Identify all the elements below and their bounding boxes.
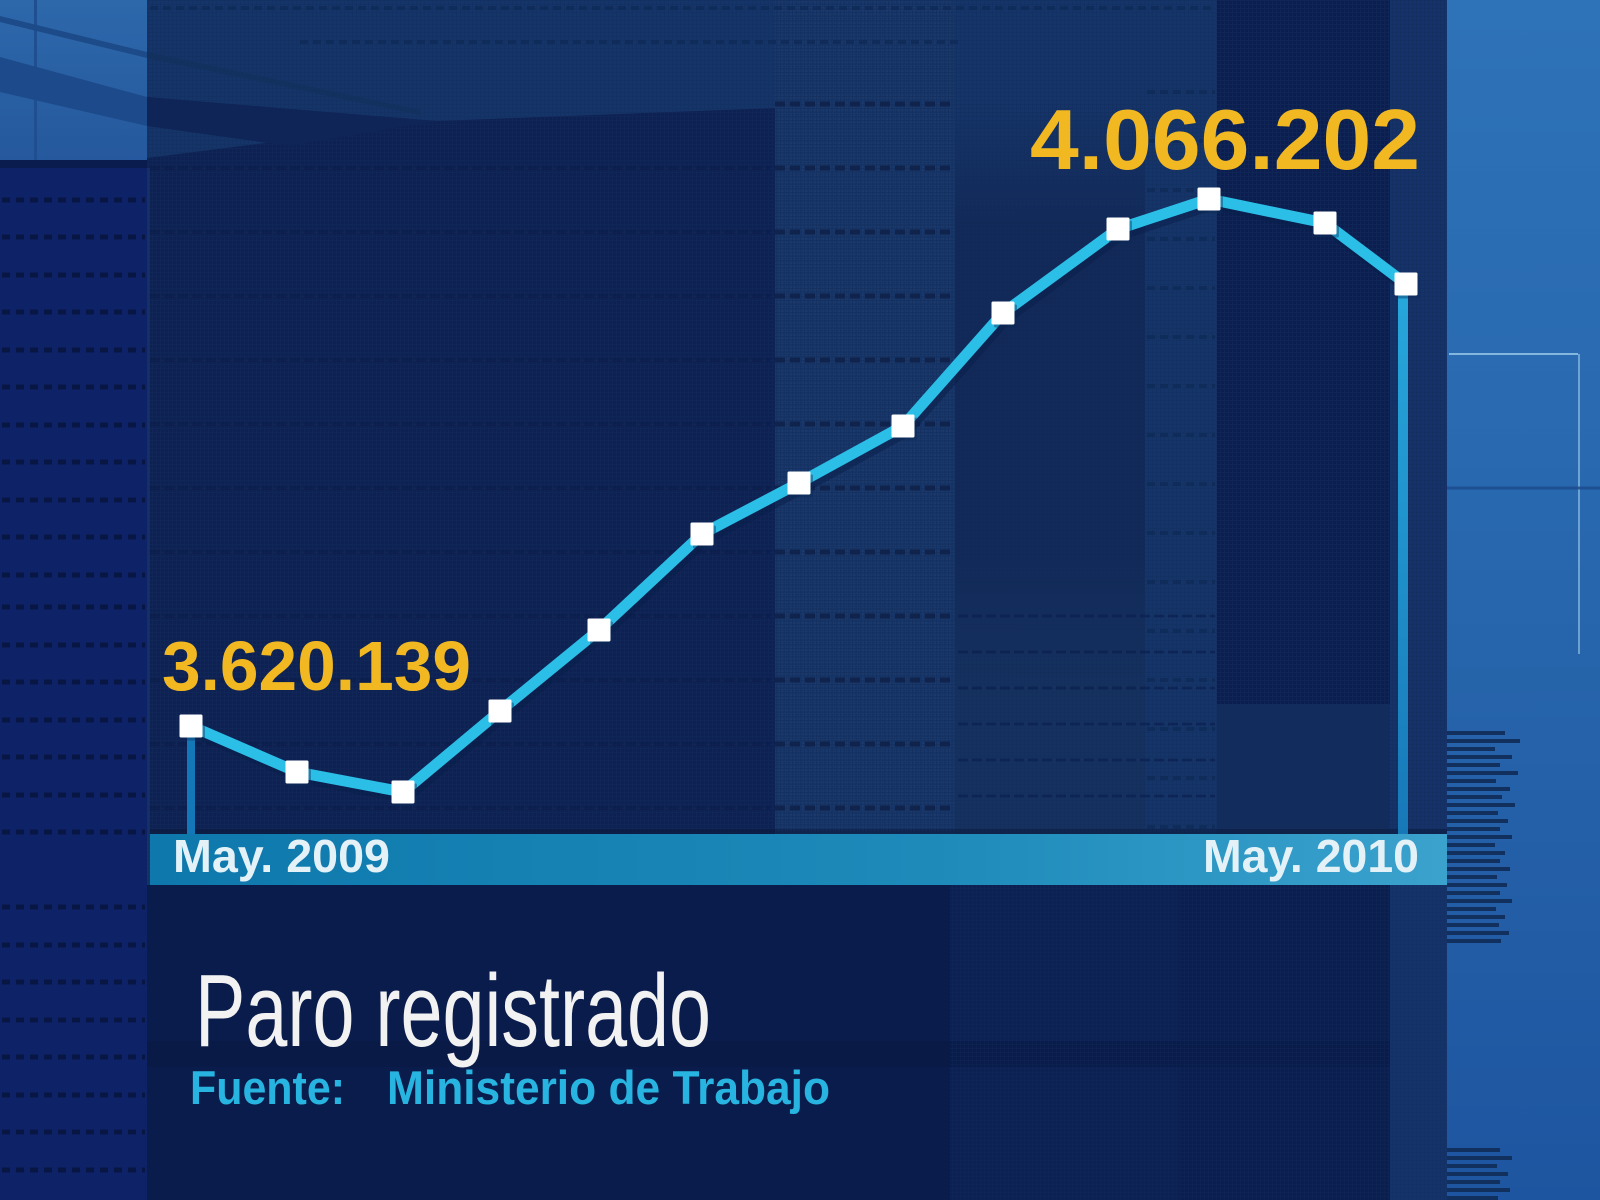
svg-text:4.066.202: 4.066.202	[1030, 93, 1420, 188]
svg-text:May. 2009: May. 2009	[173, 830, 390, 882]
svg-text:Fuente:: Fuente:	[190, 1061, 345, 1114]
svg-text:Paro registrado: Paro registrado	[195, 953, 711, 1068]
svg-text:3.620.139: 3.620.139	[162, 627, 471, 705]
svg-text:Ministerio de Trabajo: Ministerio de Trabajo	[387, 1061, 830, 1114]
svg-text:May. 2010: May. 2010	[1203, 830, 1419, 882]
